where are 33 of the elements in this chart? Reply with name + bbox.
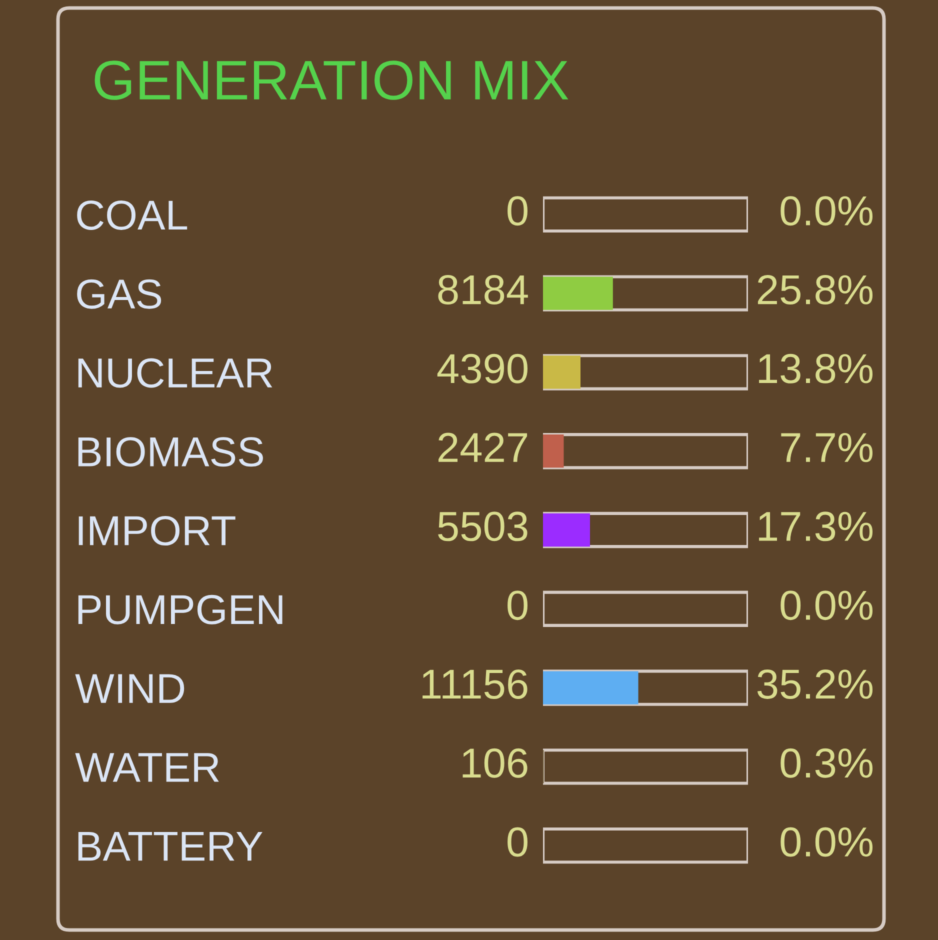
bar xyxy=(543,276,613,310)
data-label: 0 xyxy=(508,827,528,857)
y-tick-label: BATTERY xyxy=(78,832,262,861)
text: 13.8% xyxy=(759,354,873,384)
y-tick-label: GAS xyxy=(77,279,162,309)
y-tick-label: PUMPGEN xyxy=(78,594,282,624)
bar xyxy=(543,671,638,704)
text: 0.0% xyxy=(780,196,873,226)
bar xyxy=(543,513,590,547)
text: 0.3% xyxy=(780,748,873,778)
y-tick-label: WATER xyxy=(75,753,219,782)
y-tick-label: COAL xyxy=(77,200,188,230)
text: 0.0% xyxy=(780,590,873,620)
y-tick-label: IMPORT xyxy=(78,516,236,546)
bar xyxy=(543,356,580,389)
y-tick-label: WIND xyxy=(75,674,184,703)
bar xyxy=(543,434,564,468)
chart-title: GENERATION MIX xyxy=(94,60,568,100)
y-tick-label: NUCLEAR xyxy=(78,358,272,388)
text: 0.0% xyxy=(780,827,873,857)
data-label: 106 xyxy=(462,748,528,778)
data-label: 0 xyxy=(508,590,528,620)
data-label: 2427 xyxy=(438,432,528,462)
data-label: 0 xyxy=(508,196,528,226)
data-label: 8184 xyxy=(438,275,528,305)
text: 7.7% xyxy=(781,432,873,462)
text: 35.2% xyxy=(757,669,873,699)
text: 17.3% xyxy=(759,512,873,542)
text: 25.8% xyxy=(758,275,873,305)
y-tick-label: BIOMASS xyxy=(78,437,263,467)
data-label: 5503 xyxy=(438,512,528,542)
data-label: 11156 xyxy=(422,669,528,699)
data-label: 4390 xyxy=(437,354,528,384)
